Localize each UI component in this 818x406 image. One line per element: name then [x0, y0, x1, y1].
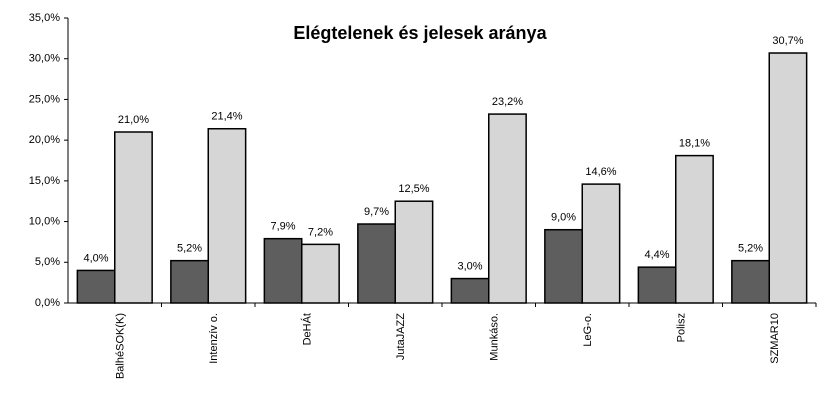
x-tick-label: SZMAR10: [769, 313, 781, 364]
data-label: 21,4%: [211, 111, 242, 123]
x-tick-label: Polisz: [676, 313, 688, 342]
y-tick-label: 0,0%: [35, 297, 60, 309]
data-label: 5,2%: [738, 243, 763, 255]
bar: [76, 269, 116, 304]
bar: [488, 113, 527, 304]
bar: [731, 259, 770, 304]
data-label: 12,5%: [398, 183, 429, 195]
data-label: 21,0%: [118, 114, 149, 126]
x-tick-label: DeHÁt: [301, 313, 314, 345]
bar: [394, 200, 434, 304]
bar: [450, 277, 490, 304]
x-tick-label: LeG-o.: [582, 313, 594, 347]
y-tick-label: 25,0%: [29, 93, 60, 105]
data-label: 9,0%: [551, 212, 576, 224]
data-label: 30,7%: [772, 35, 803, 47]
bar: [675, 154, 714, 304]
data-label: 23,2%: [492, 96, 523, 108]
data-label: 5,2%: [177, 243, 202, 255]
chart-title: Elégtelenek és jelesek aránya: [293, 23, 547, 43]
data-label: 18,1%: [679, 138, 710, 150]
data-label: 4,0%: [84, 252, 109, 264]
y-tick-label: 30,0%: [29, 53, 60, 65]
x-tick-label: Munkáso.: [489, 313, 501, 361]
y-tick-label: 5,0%: [35, 256, 60, 268]
data-label: 4,4%: [645, 249, 670, 261]
data-label: 7,2%: [308, 226, 333, 238]
bar: [357, 223, 397, 304]
data-label: 7,9%: [271, 221, 296, 233]
y-tick-label: 35,0%: [29, 12, 60, 24]
x-tick-label: JutaJAZZ: [395, 313, 407, 360]
data-label: 9,7%: [364, 206, 389, 218]
bar: [768, 52, 808, 304]
bar: [544, 228, 583, 304]
bar: [207, 127, 247, 304]
data-label: 3,0%: [458, 260, 483, 272]
bar: [114, 131, 153, 304]
bar: [301, 243, 340, 304]
bar: [170, 259, 210, 304]
x-tick-label: Intenzív o.: [208, 313, 220, 364]
data-label: 14,6%: [585, 166, 616, 178]
y-tick-label: 15,0%: [29, 175, 60, 187]
y-tick-label: 20,0%: [29, 134, 60, 146]
y-tick-label: 10,0%: [29, 215, 60, 227]
bar: [637, 266, 677, 304]
bar: [581, 183, 621, 304]
x-tick-label: BalhéSOK(K): [115, 313, 127, 379]
bar: [263, 237, 303, 304]
